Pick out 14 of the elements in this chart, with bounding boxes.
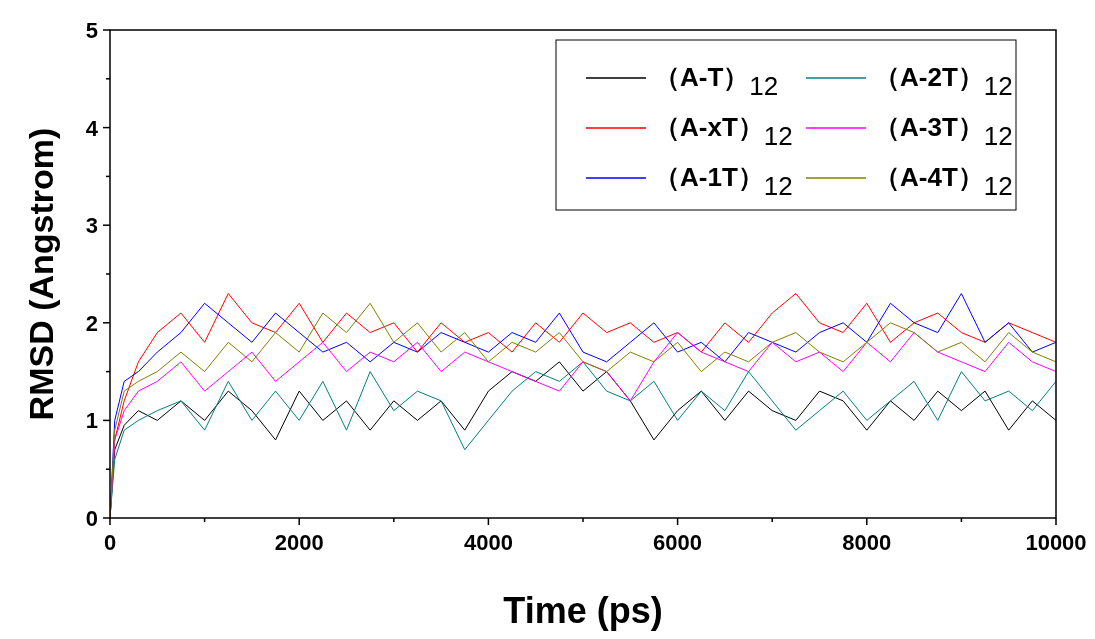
y-tick-label: 5 [85,18,98,43]
x-tick-label: 4000 [463,530,513,555]
y-tick-label: 0 [85,506,98,531]
y-tick-label: 1 [85,408,98,434]
x-tick-label: 10000 [1025,530,1087,555]
x-tick-label: 8000 [842,530,892,555]
y-tick-label: 3 [85,213,98,239]
y-tick-label: 2 [85,310,98,336]
y-axis-title: RMSD (Angstrom) [22,127,60,421]
x-axis-title: Time (ps) [503,590,663,631]
x-tick-label: 2000 [274,530,324,555]
x-tick-label: 0 [103,530,117,555]
x-tick-label: 6000 [653,530,703,555]
y-tick-label: 4 [85,115,99,141]
